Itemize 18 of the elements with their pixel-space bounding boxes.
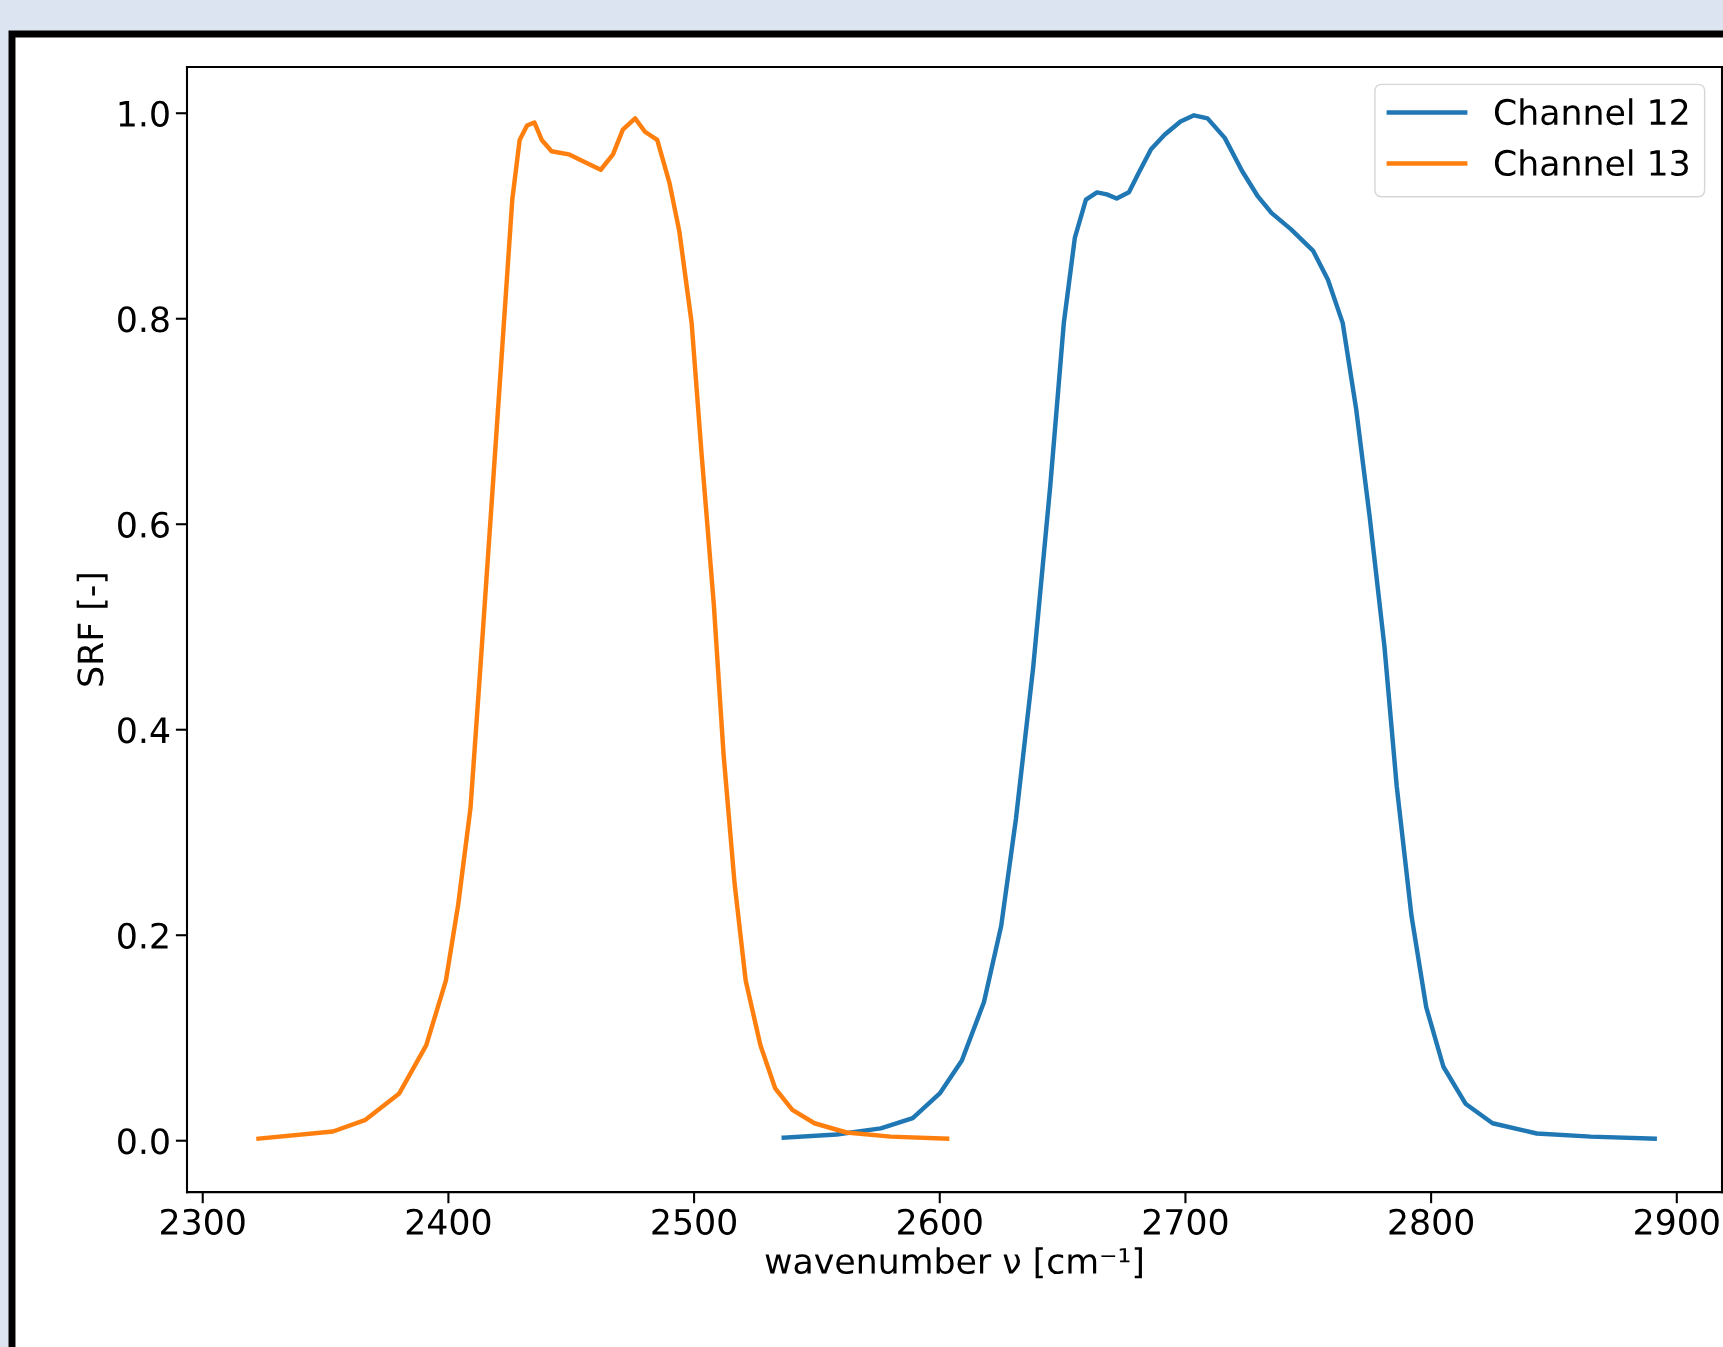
x-tick-label: 2500: [652, 1208, 736, 1235]
legend-label: Channel 12: [1494, 98, 1688, 126]
x-tick-label: 2700: [1143, 1208, 1228, 1235]
x-tick-label: 2400: [406, 1208, 491, 1235]
y-tick-label: 0.8: [118, 306, 169, 333]
y-tick-label: 0.4: [118, 717, 170, 744]
y-tick-label: 0.6: [118, 511, 169, 538]
legend-label: Channel 13: [1494, 149, 1688, 177]
x-axis-title: wavenumber ν [cm⁻¹]: [765, 1247, 1142, 1279]
x-tick-label: 2800: [1389, 1208, 1473, 1235]
y-axis-title: SRF [-]: [76, 574, 108, 686]
line-series: [256, 116, 950, 1141]
x-tick-label: 2300: [161, 1208, 245, 1235]
x-tick-label: 2600: [898, 1208, 982, 1235]
y-tick-label: 0.2: [118, 922, 168, 949]
x-tick-label: 2900: [1635, 1208, 1719, 1235]
y-tick-label: 1.0: [119, 100, 169, 127]
y-tick-label: 0.0: [118, 1128, 169, 1155]
